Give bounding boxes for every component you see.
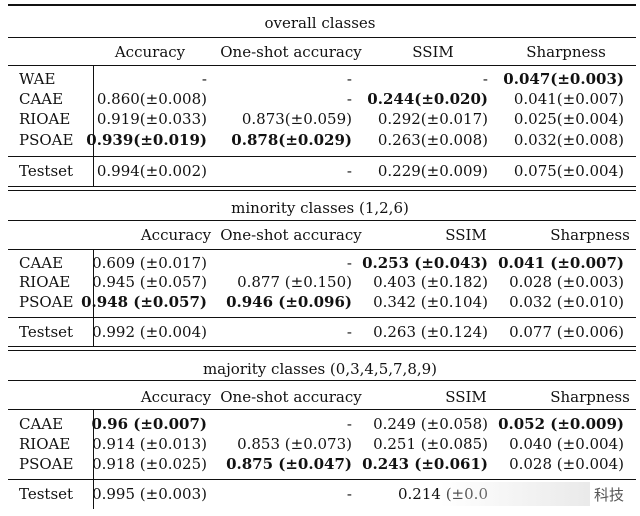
table-cell: 0.853 (±0.073)	[237, 435, 352, 453]
column-header: Accuracy	[114, 43, 186, 61]
testset-rule	[8, 156, 636, 157]
table-cell: 0.025(±0.004)	[513, 110, 624, 128]
row-label: CAAE	[19, 415, 64, 433]
table-cell: 0.946 (±0.096)	[226, 293, 352, 311]
table-cell: -	[201, 70, 207, 88]
table-cell: 0.918 (±0.025)	[92, 455, 207, 473]
top-rule	[8, 4, 636, 6]
row-label: Testset	[19, 485, 74, 503]
table-cell: 0.040 (±0.004)	[509, 435, 624, 453]
column-header: Sharpness	[550, 226, 630, 244]
column-header: Sharpness	[550, 388, 630, 406]
table-cell: 0.948 (±0.057)	[81, 293, 207, 311]
table-cell: 0.96 (±0.007)	[91, 415, 208, 433]
section-double-rule	[8, 186, 636, 191]
row-label: CAAE	[19, 90, 64, 108]
row-label: RIOAE	[19, 273, 71, 291]
table-cell: 0.878(±0.029)	[231, 131, 352, 149]
column-divider	[93, 409, 94, 509]
table-cell: -	[346, 70, 352, 88]
table-cell: -	[346, 254, 352, 272]
table-cell: 0.075(±0.004)	[513, 162, 624, 180]
table-cell: 0.292(±0.017)	[377, 110, 488, 128]
section-title-rule	[8, 380, 636, 381]
column-header: SSIM	[412, 43, 454, 61]
table-cell: 0.028 (±0.003)	[509, 273, 624, 291]
row-label: Testset	[19, 162, 74, 180]
table-cell: -	[346, 323, 352, 341]
table-cell: -	[346, 415, 352, 433]
row-label: PSOAE	[19, 293, 74, 311]
row-label: CAAE	[19, 254, 64, 272]
column-header: One-shot accuracy	[220, 226, 362, 244]
column-header: Accuracy	[140, 388, 212, 406]
section-title: minority classes (1,2,6)	[231, 199, 409, 217]
table-cell: 0.939(±0.019)	[86, 131, 207, 149]
table-cell: 0.032(±0.008)	[513, 131, 624, 149]
column-header: One-shot accuracy	[220, 388, 362, 406]
column-divider	[93, 65, 94, 186]
table-cell: 0.229(±0.009)	[377, 162, 488, 180]
table-cell: 0.243 (±0.061)	[362, 455, 488, 473]
section-title-rule	[8, 37, 636, 38]
table-cell: 0.873(±0.059)	[241, 110, 352, 128]
row-label: RIOAE	[19, 435, 71, 453]
table-cell: 0.919(±0.033)	[96, 110, 207, 128]
watermark-overlay	[440, 482, 590, 506]
row-label: WAE	[19, 70, 56, 88]
row-label: PSOAE	[19, 455, 74, 473]
column-divider	[93, 249, 94, 347]
section-title: overall classes	[264, 14, 376, 32]
table-cell: 0.077 (±0.006)	[509, 323, 624, 341]
table-cell: -	[346, 162, 352, 180]
table-cell: 0.041(±0.007)	[513, 90, 624, 108]
table-cell: 0.992 (±0.004)	[92, 323, 207, 341]
table-cell: -	[482, 70, 488, 88]
table-cell: 0.253 (±0.043)	[362, 254, 488, 272]
row-label: RIOAE	[19, 110, 71, 128]
table-cell: 0.041 (±0.007)	[498, 254, 624, 272]
table-cell: 0.877 (±0.150)	[237, 273, 352, 291]
table-cell: 0.028 (±0.004)	[509, 455, 624, 473]
table-cell: 0.251 (±0.085)	[373, 435, 488, 453]
table-cell: 0.244(±0.020)	[367, 90, 488, 108]
header-rule	[8, 249, 636, 250]
section-title: majority classes (0,3,4,5,7,8,9)	[202, 360, 438, 378]
table-cell: -	[346, 485, 352, 503]
table-cell: -	[346, 90, 352, 108]
table-cell: 0.263(±0.008)	[377, 131, 488, 149]
table-cell: 0.994(±0.002)	[96, 162, 207, 180]
table-cell: 0.875 (±0.047)	[226, 455, 352, 473]
table-cell: 0.403 (±0.182)	[373, 273, 488, 291]
section-double-rule	[8, 346, 636, 351]
table-cell: 0.995 (±0.003)	[92, 485, 207, 503]
column-header: Sharpness	[526, 43, 606, 61]
table-cell: 0.860(±0.008)	[96, 90, 207, 108]
header-rule	[8, 65, 636, 66]
table-cell: 0.263 (±0.124)	[373, 323, 488, 341]
table-cell: 0.914 (±0.013)	[92, 435, 207, 453]
row-label: PSOAE	[19, 131, 74, 149]
table-cell: 0.342 (±0.104)	[373, 293, 488, 311]
testset-rule	[8, 317, 636, 318]
table-cell: 0.047(±0.003)	[503, 70, 624, 88]
table-cell: 0.249 (±0.058)	[373, 415, 488, 433]
watermark-text: 科技	[594, 486, 625, 504]
column-header: Accuracy	[140, 226, 212, 244]
table-cell: 0.609 (±0.017)	[92, 254, 207, 272]
section-title-rule	[8, 220, 636, 221]
header-rule	[8, 409, 636, 410]
column-header: SSIM	[445, 388, 487, 406]
column-header: One-shot accuracy	[220, 43, 362, 61]
testset-rule	[8, 479, 636, 480]
row-label: Testset	[19, 323, 74, 341]
column-header: SSIM	[445, 226, 487, 244]
table-cell: 0.945 (±0.057)	[92, 273, 207, 291]
table-cell: 0.032 (±0.010)	[509, 293, 624, 311]
table-cell: 0.052 (±0.009)	[498, 415, 624, 433]
